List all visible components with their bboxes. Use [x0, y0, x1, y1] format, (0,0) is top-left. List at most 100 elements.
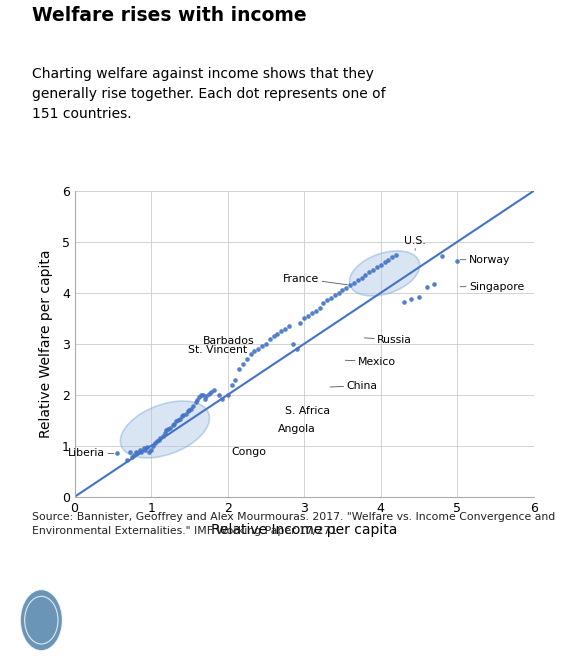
- Text: Singapore: Singapore: [460, 282, 524, 291]
- Point: [210, 384, 219, 395]
- Point: [258, 341, 267, 351]
- Point: [338, 285, 347, 295]
- Text: U.S.: U.S.: [404, 236, 426, 250]
- Point: [194, 392, 203, 403]
- Y-axis label: Relative Welfare per capita: Relative Welfare per capita: [40, 249, 53, 438]
- Point: [369, 265, 378, 275]
- Point: [453, 256, 462, 266]
- Point: [192, 395, 201, 405]
- Point: [189, 401, 198, 411]
- Point: [171, 416, 180, 426]
- Point: [242, 354, 251, 365]
- Point: [160, 428, 169, 438]
- Point: [254, 343, 263, 354]
- Point: [350, 278, 359, 288]
- Point: [144, 447, 153, 457]
- Point: [357, 272, 366, 283]
- Point: [311, 305, 320, 316]
- Point: [307, 308, 316, 318]
- Text: Barbados: Barbados: [203, 336, 254, 346]
- Point: [158, 430, 167, 441]
- Text: Welfare rises with income: Welfare rises with income: [32, 6, 306, 25]
- Point: [176, 414, 185, 424]
- Point: [346, 280, 355, 290]
- Text: Russia: Russia: [364, 335, 412, 345]
- Point: [122, 455, 131, 465]
- Point: [133, 448, 142, 459]
- Point: [168, 420, 177, 431]
- Point: [146, 445, 156, 455]
- Point: [199, 390, 208, 400]
- Point: [292, 343, 301, 354]
- Point: [273, 328, 282, 339]
- Point: [227, 379, 236, 390]
- Point: [191, 397, 200, 408]
- Text: Angola: Angola: [277, 424, 315, 434]
- Point: [238, 359, 247, 370]
- Text: Mexico: Mexico: [346, 357, 396, 367]
- Point: [288, 339, 297, 349]
- Text: Source: Bannister, Geoffrey and Alex Mourmouras. 2017. "Welfare vs. Income Conve: Source: Bannister, Geoffrey and Alex Mou…: [32, 512, 555, 536]
- Text: Liberia: Liberia: [68, 449, 114, 459]
- Point: [181, 409, 190, 419]
- Text: China: China: [330, 380, 377, 391]
- Point: [139, 443, 148, 453]
- Text: St. Vincent: St. Vincent: [188, 345, 247, 355]
- Point: [130, 449, 139, 460]
- Point: [373, 262, 382, 272]
- Text: Norway: Norway: [460, 255, 510, 265]
- Point: [187, 404, 196, 415]
- Point: [246, 349, 255, 359]
- Point: [281, 323, 290, 334]
- Point: [235, 364, 244, 374]
- Point: [201, 391, 211, 401]
- Point: [206, 387, 215, 397]
- Text: Congo: Congo: [231, 447, 266, 457]
- Text: S. Africa: S. Africa: [285, 406, 330, 416]
- Point: [391, 249, 401, 260]
- Point: [177, 411, 187, 422]
- Point: [112, 448, 121, 459]
- Point: [231, 374, 240, 385]
- Point: [179, 410, 188, 420]
- Point: [269, 331, 278, 342]
- Point: [376, 259, 385, 270]
- Point: [327, 293, 336, 303]
- Point: [166, 422, 175, 433]
- Point: [277, 326, 286, 336]
- Point: [265, 334, 274, 344]
- Point: [361, 270, 370, 280]
- Point: [162, 425, 171, 436]
- Point: [156, 433, 165, 443]
- Point: [173, 415, 183, 426]
- Text: France: France: [284, 274, 347, 285]
- Point: [296, 318, 305, 329]
- Ellipse shape: [350, 251, 420, 296]
- Point: [284, 320, 293, 331]
- Point: [214, 390, 223, 400]
- Point: [150, 438, 160, 449]
- Point: [204, 388, 213, 399]
- Point: [135, 445, 144, 455]
- Point: [323, 295, 332, 306]
- Point: [319, 298, 328, 309]
- Point: [364, 267, 374, 278]
- Point: [353, 275, 362, 286]
- Point: [330, 290, 339, 301]
- Point: [141, 445, 150, 455]
- Point: [334, 288, 343, 298]
- Ellipse shape: [20, 589, 63, 651]
- Point: [127, 452, 137, 463]
- Point: [164, 424, 173, 435]
- Point: [315, 303, 324, 313]
- Point: [414, 291, 424, 302]
- Point: [131, 447, 141, 457]
- Point: [342, 282, 351, 293]
- Point: [217, 393, 226, 404]
- Point: [300, 313, 309, 324]
- Text: INTERNATIONAL
MONETARY FUND: INTERNATIONAL MONETARY FUND: [83, 603, 212, 634]
- Point: [407, 293, 416, 304]
- Point: [196, 390, 205, 400]
- Point: [399, 297, 408, 307]
- Point: [153, 436, 162, 446]
